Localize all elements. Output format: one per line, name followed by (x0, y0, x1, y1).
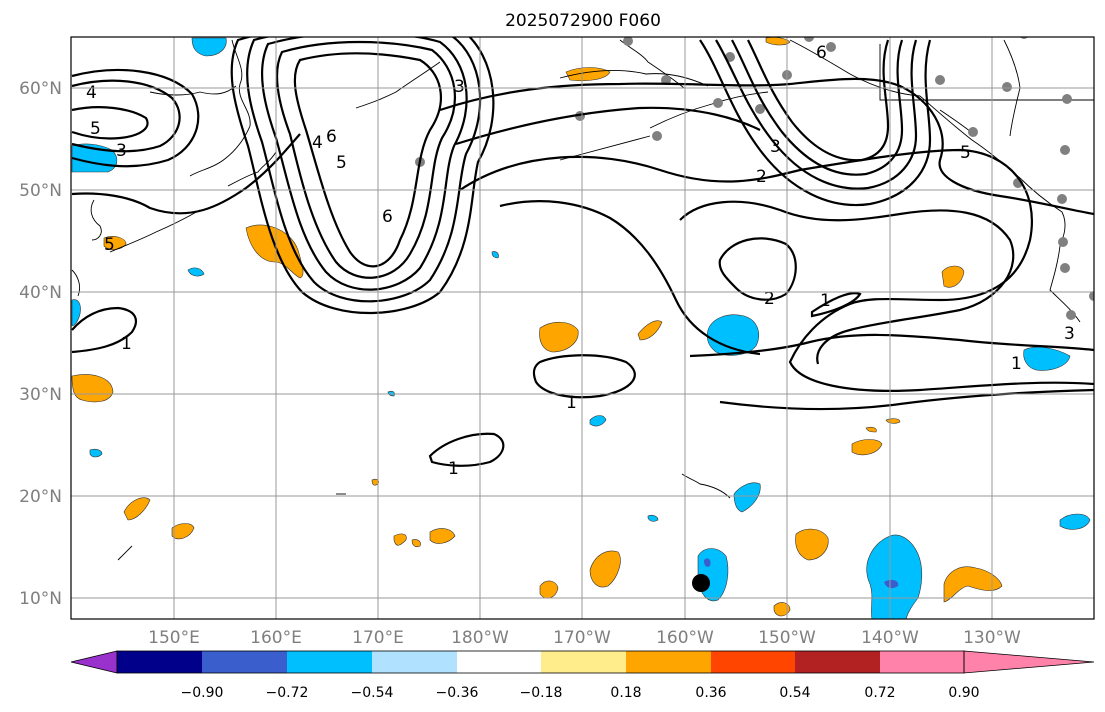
colorbar-label: 0.18 (610, 685, 641, 701)
latitude-labels: 10°N 20°N 30°N 40°N 50°N 60°N (19, 79, 62, 609)
map-frame (70, 36, 1095, 620)
colorbar-label: 0.72 (864, 685, 895, 701)
contour-lines (71, 37, 1094, 467)
map-title: 2025072900 F060 (505, 11, 661, 31)
contour-label-group: 1 1 1 1 1 2 2 3 3 3 3 4 4 5 5 5 5 6 6 6 (86, 43, 1075, 479)
contour-label: 1 (448, 459, 459, 479)
colorbar-segment (457, 651, 541, 673)
lat-tick-label: 60°N (19, 79, 62, 99)
colorbar-label: −0.36 (436, 685, 479, 701)
contour-label: 3 (116, 141, 127, 161)
lon-tick-label: 140°W (861, 628, 919, 648)
station-dots (415, 37, 1094, 320)
gridlines (71, 37, 1094, 619)
colorbar-segment (202, 651, 287, 673)
colorbar-segment (880, 651, 964, 673)
lon-tick-label: 170°E (352, 628, 404, 648)
lon-tick-label: 160°E (250, 628, 302, 648)
colorbar-segment (287, 651, 372, 673)
lat-tick-label: 30°N (19, 385, 62, 405)
contour-label: 6 (816, 43, 827, 63)
positive-shading (71, 37, 1003, 617)
lon-tick-label: 180°W (451, 628, 509, 648)
contour-label: 3 (1064, 324, 1075, 344)
contour-label: 1 (121, 334, 132, 354)
colorbar-label: 0.54 (779, 685, 810, 701)
longitude-labels: 150°E 160°E 170°E 180°W 170°W 160°W 150°… (148, 628, 1021, 648)
contour-label: 4 (86, 83, 97, 103)
contour-label: 5 (104, 235, 115, 255)
contour-label: 3 (454, 77, 465, 97)
colorbar-arrow-right (963, 650, 1095, 674)
colorbar-arrow-left (70, 650, 118, 674)
lon-tick-label: 150°E (148, 628, 200, 648)
colorbar-label: 0.90 (948, 685, 979, 701)
colorbar-segment (626, 651, 711, 673)
contour-label: 2 (764, 289, 775, 309)
lat-tick-label: 50°N (19, 181, 62, 201)
lon-tick-label: 160°W (656, 628, 714, 648)
colorbar-segment (117, 651, 202, 673)
colorbar-frame (116, 650, 965, 674)
contour-label: 5 (960, 143, 971, 163)
colorbar-segment (541, 651, 626, 673)
contour-label: 1 (1011, 354, 1022, 374)
colorbar: −0.90 −0.72 −0.54 −0.36 −0.18 0.18 0.36 … (70, 650, 1095, 701)
colorbar-label: −0.72 (266, 685, 309, 701)
contour-label: 6 (382, 207, 393, 227)
colorbar-label: −0.54 (351, 685, 394, 701)
colorbar-segment (795, 651, 880, 673)
colorbar-label: −0.90 (181, 685, 224, 701)
colorbar-label: −0.18 (520, 685, 563, 701)
colorbar-segment (711, 651, 795, 673)
contour-label: 2 (756, 167, 767, 187)
contour-label: 3 (770, 137, 781, 157)
contour-label: 5 (90, 119, 101, 139)
contour-label: 5 (336, 153, 347, 173)
contour-label: 4 (312, 133, 323, 153)
lat-tick-label: 10°N (19, 589, 62, 609)
marker-dot (692, 574, 710, 592)
colorbar-segment (372, 651, 457, 673)
lat-tick-label: 20°N (19, 487, 62, 507)
lon-tick-label: 150°W (758, 628, 816, 648)
lon-tick-label: 130°W (963, 628, 1021, 648)
lon-tick-label: 170°W (553, 628, 611, 648)
colorbar-label: 0.36 (695, 685, 726, 701)
lat-tick-label: 40°N (19, 283, 62, 303)
contour-label: 1 (820, 291, 831, 311)
contour-label: 1 (566, 393, 577, 413)
contour-label: 6 (326, 127, 337, 147)
strong-negative-cores (704, 558, 899, 589)
